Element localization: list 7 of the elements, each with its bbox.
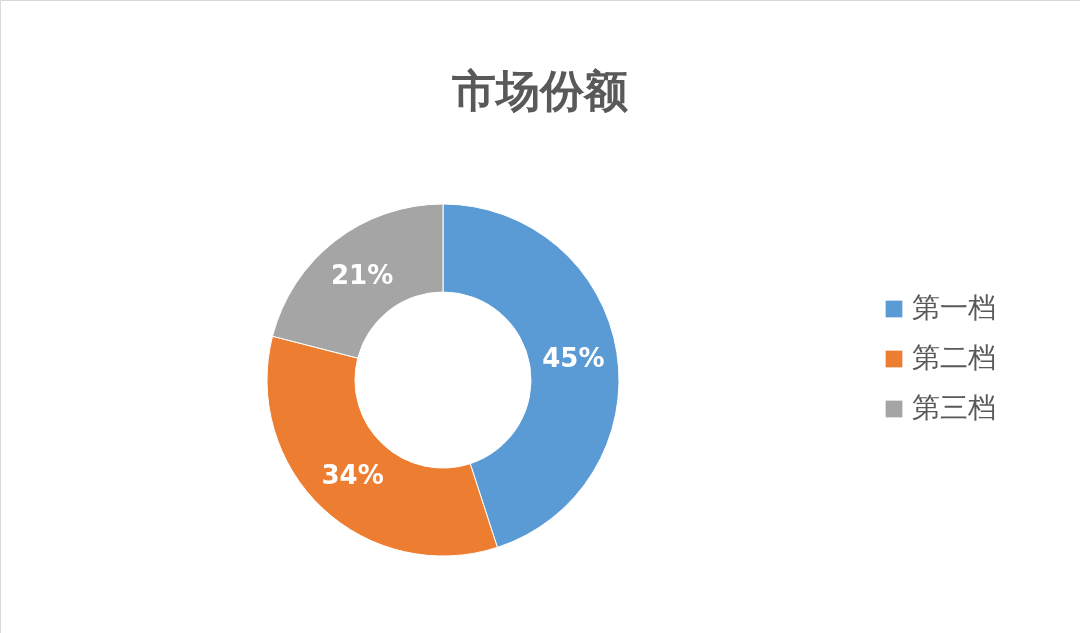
legend-label: 第三档 [912,391,996,424]
legend-label: 第二档 [912,341,996,374]
data-label: 45% [542,343,605,374]
data-label: 34% [321,460,384,491]
legend-label: 第一档 [912,291,996,324]
data-label: 21% [330,259,394,290]
chart-title: 市场份额 [452,65,628,116]
